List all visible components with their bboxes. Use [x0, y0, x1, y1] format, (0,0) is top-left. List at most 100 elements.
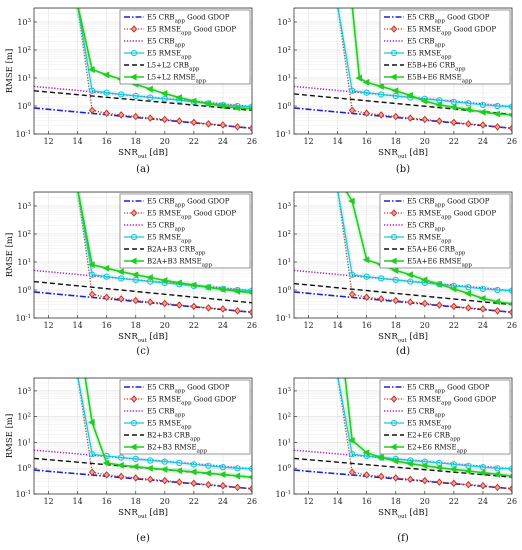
y-tick-label: 101: [277, 258, 291, 267]
y-tick-label: 102: [17, 230, 31, 239]
series-point-6: [507, 301, 512, 306]
legend-marker: [390, 49, 398, 57]
legend-marker: [130, 419, 138, 427]
legend-entry: E5 CRBapp Good GDOP: [407, 14, 490, 25]
legend-entry: E5 CRBapp Good GDOP: [147, 198, 230, 209]
y-tick-label: 10-1: [275, 490, 291, 499]
legend-marker: [129, 73, 137, 81]
series-point-4: [465, 100, 472, 107]
y-tick-label: 102: [277, 230, 291, 239]
series-point-4: [205, 462, 212, 469]
series-point-2: [465, 120, 472, 128]
series-point-6: [345, 378, 348, 379]
series-point-2: [479, 481, 487, 490]
series-point-2: [377, 472, 385, 481]
series-point-2: [465, 480, 472, 489]
series-point-2: [234, 123, 241, 131]
x-tick-label: 26: [247, 321, 257, 330]
series-point-6: [189, 468, 197, 476]
series-point-2: [450, 479, 458, 488]
series-line-4: [337, 378, 512, 470]
x-tick-label: 20: [420, 321, 430, 330]
series-line-5: [294, 457, 512, 478]
series-point-2: [132, 474, 139, 482]
legend-entry: E5 CRBapp Good GDOP: [407, 384, 490, 395]
x-tick-label: 24: [478, 497, 488, 506]
series-point-6: [88, 418, 95, 426]
series-point-4: [494, 465, 501, 472]
legend-marker: [130, 25, 138, 33]
series-point-6: [247, 106, 252, 111]
series-point-4: [76, 192, 79, 193]
series-point-4: [88, 271, 96, 278]
series-point-6: [464, 467, 472, 475]
panel-label: (d): [396, 346, 410, 357]
series-point-6: [406, 460, 413, 468]
series-point-6: [493, 110, 501, 118]
series-line-4: [337, 8, 512, 108]
series-point-6: [233, 104, 241, 112]
y-tick-label: 103: [17, 18, 31, 27]
legend-marker: [130, 395, 138, 403]
series-point-2: [363, 293, 370, 302]
series-line-5: [34, 280, 252, 304]
series-group: [34, 192, 252, 317]
series-line-5: [294, 93, 512, 116]
legend-entry: E5 CRBapp: [407, 408, 445, 419]
legend-entry: E5 RMSEapp Good GDOP: [407, 396, 496, 407]
series-point-6: [420, 276, 428, 284]
series-point-4: [479, 285, 487, 292]
series-point-4: [132, 92, 139, 100]
legend-marker: [389, 73, 397, 81]
x-tick-label: 22: [189, 137, 199, 146]
series-point-4: [436, 459, 443, 467]
legend-entry: E5 CRBapp Good GDOP: [147, 384, 230, 395]
series-point-6: [435, 464, 442, 472]
series-point-2: [508, 308, 512, 317]
legend-entry: E5B+E6 CRBapp: [407, 62, 466, 73]
series-point-4: [75, 378, 80, 379]
x-axis-label: SNRout [dB]: [118, 332, 168, 344]
x-tick-label: 12: [43, 137, 53, 146]
series-point-2: [103, 471, 110, 479]
legend-marker: [130, 49, 138, 57]
series-point-4: [348, 87, 356, 94]
series-group: [294, 192, 512, 317]
series-point-4: [335, 378, 340, 379]
x-tick-label: 14: [333, 321, 343, 330]
legend-entry: B2A+B3 RMSEapp: [147, 258, 212, 269]
y-tick-label: 102: [17, 413, 31, 422]
x-tick-label: 22: [449, 497, 459, 506]
series-point-4: [465, 284, 472, 291]
series-point-2: [176, 478, 183, 486]
x-tick-label: 24: [478, 321, 488, 330]
y-tick-label: 102: [17, 46, 31, 55]
series-point-6: [420, 97, 428, 105]
x-tick-label: 14: [73, 497, 83, 506]
legend-marker: [389, 257, 397, 265]
series-point-4: [494, 286, 501, 294]
legend-marker: [129, 443, 137, 451]
series-point-2: [234, 483, 241, 492]
y-tick-label: 10-1: [15, 490, 31, 499]
series-point-4: [479, 101, 487, 108]
series-point-2: [161, 115, 169, 124]
series-point-4: [161, 458, 168, 465]
series-point-6: [435, 280, 442, 288]
series-point-2: [407, 298, 414, 306]
legend-entry: L5+L2 RMSEapp: [147, 74, 206, 85]
series-line-1: [34, 469, 252, 490]
series-point-6: [88, 261, 95, 269]
series-line-1: [294, 107, 512, 130]
series-point-4: [132, 455, 139, 463]
x-tick-label: 18: [131, 137, 141, 146]
legend-entry: E5 CRBapp: [407, 38, 445, 49]
series-point-6: [362, 449, 370, 457]
series-point-2: [336, 8, 339, 9]
x-tick-label: 18: [391, 137, 401, 146]
x-tick-label: 18: [391, 321, 401, 330]
series-point-6: [233, 472, 241, 480]
series-point-6: [449, 103, 457, 111]
series-point-6: [247, 290, 252, 295]
